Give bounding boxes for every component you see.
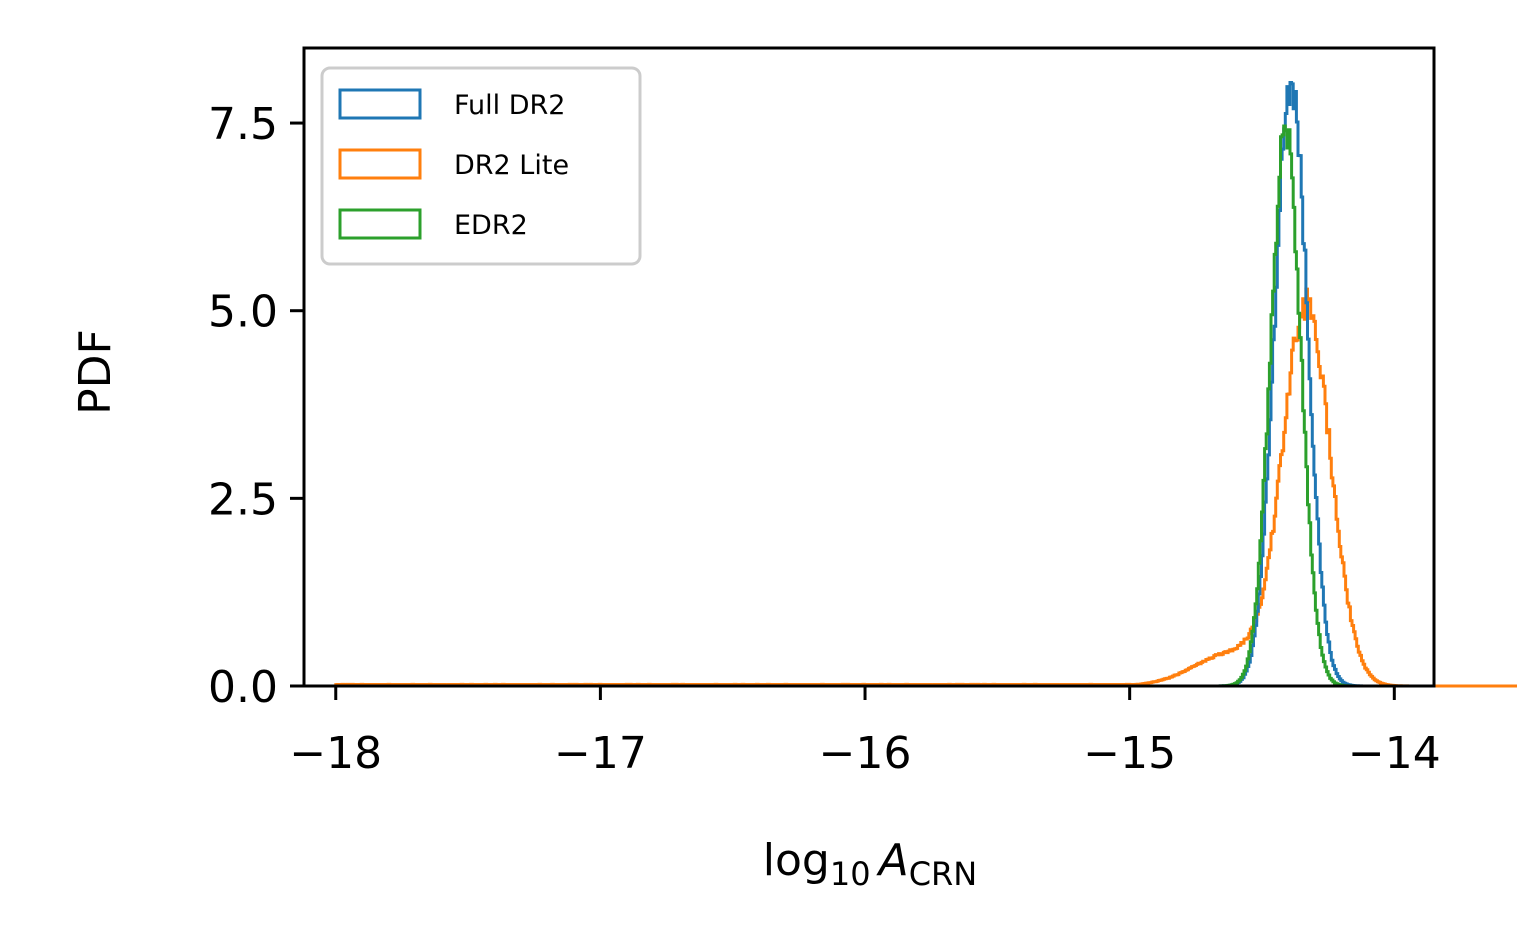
x-axis: −18 −17 −16 −15 −14 xyxy=(289,686,1441,779)
x-axis-label: log10 ACRN xyxy=(763,835,977,893)
y-axis: 0.0 2.5 5.0 7.5 xyxy=(208,99,304,713)
x-axis-label-log-subscript: 10 xyxy=(830,855,871,893)
x-axis-label-variable: A xyxy=(876,835,909,886)
legend-swatch xyxy=(338,88,422,120)
x-tick-label: −14 xyxy=(1348,728,1441,779)
y-tick-label: 2.5 xyxy=(208,474,278,525)
y-axis-label: PDF xyxy=(70,329,121,415)
x-axis-label-variable-subscript: CRN xyxy=(909,855,978,893)
y-tick-label: 0.0 xyxy=(208,662,278,713)
legend-label: Full DR2 xyxy=(454,90,565,121)
legend-swatch xyxy=(338,148,422,180)
x-axis-label-log: log xyxy=(763,835,830,886)
x-tick-label: −18 xyxy=(289,728,382,779)
x-tick-label: −15 xyxy=(1083,728,1176,779)
legend-label: DR2 Lite xyxy=(454,150,569,181)
y-tick-label: 5.0 xyxy=(208,287,278,338)
legend-label: EDR2 xyxy=(454,210,528,241)
legend-swatch xyxy=(338,208,422,240)
x-tick-label: −16 xyxy=(819,728,912,779)
y-tick-label: 7.5 xyxy=(208,99,278,150)
x-tick-label: −17 xyxy=(554,728,647,779)
legend: Full DR2 DR2 Lite EDR2 xyxy=(320,66,642,266)
axes-frame xyxy=(302,46,1436,688)
